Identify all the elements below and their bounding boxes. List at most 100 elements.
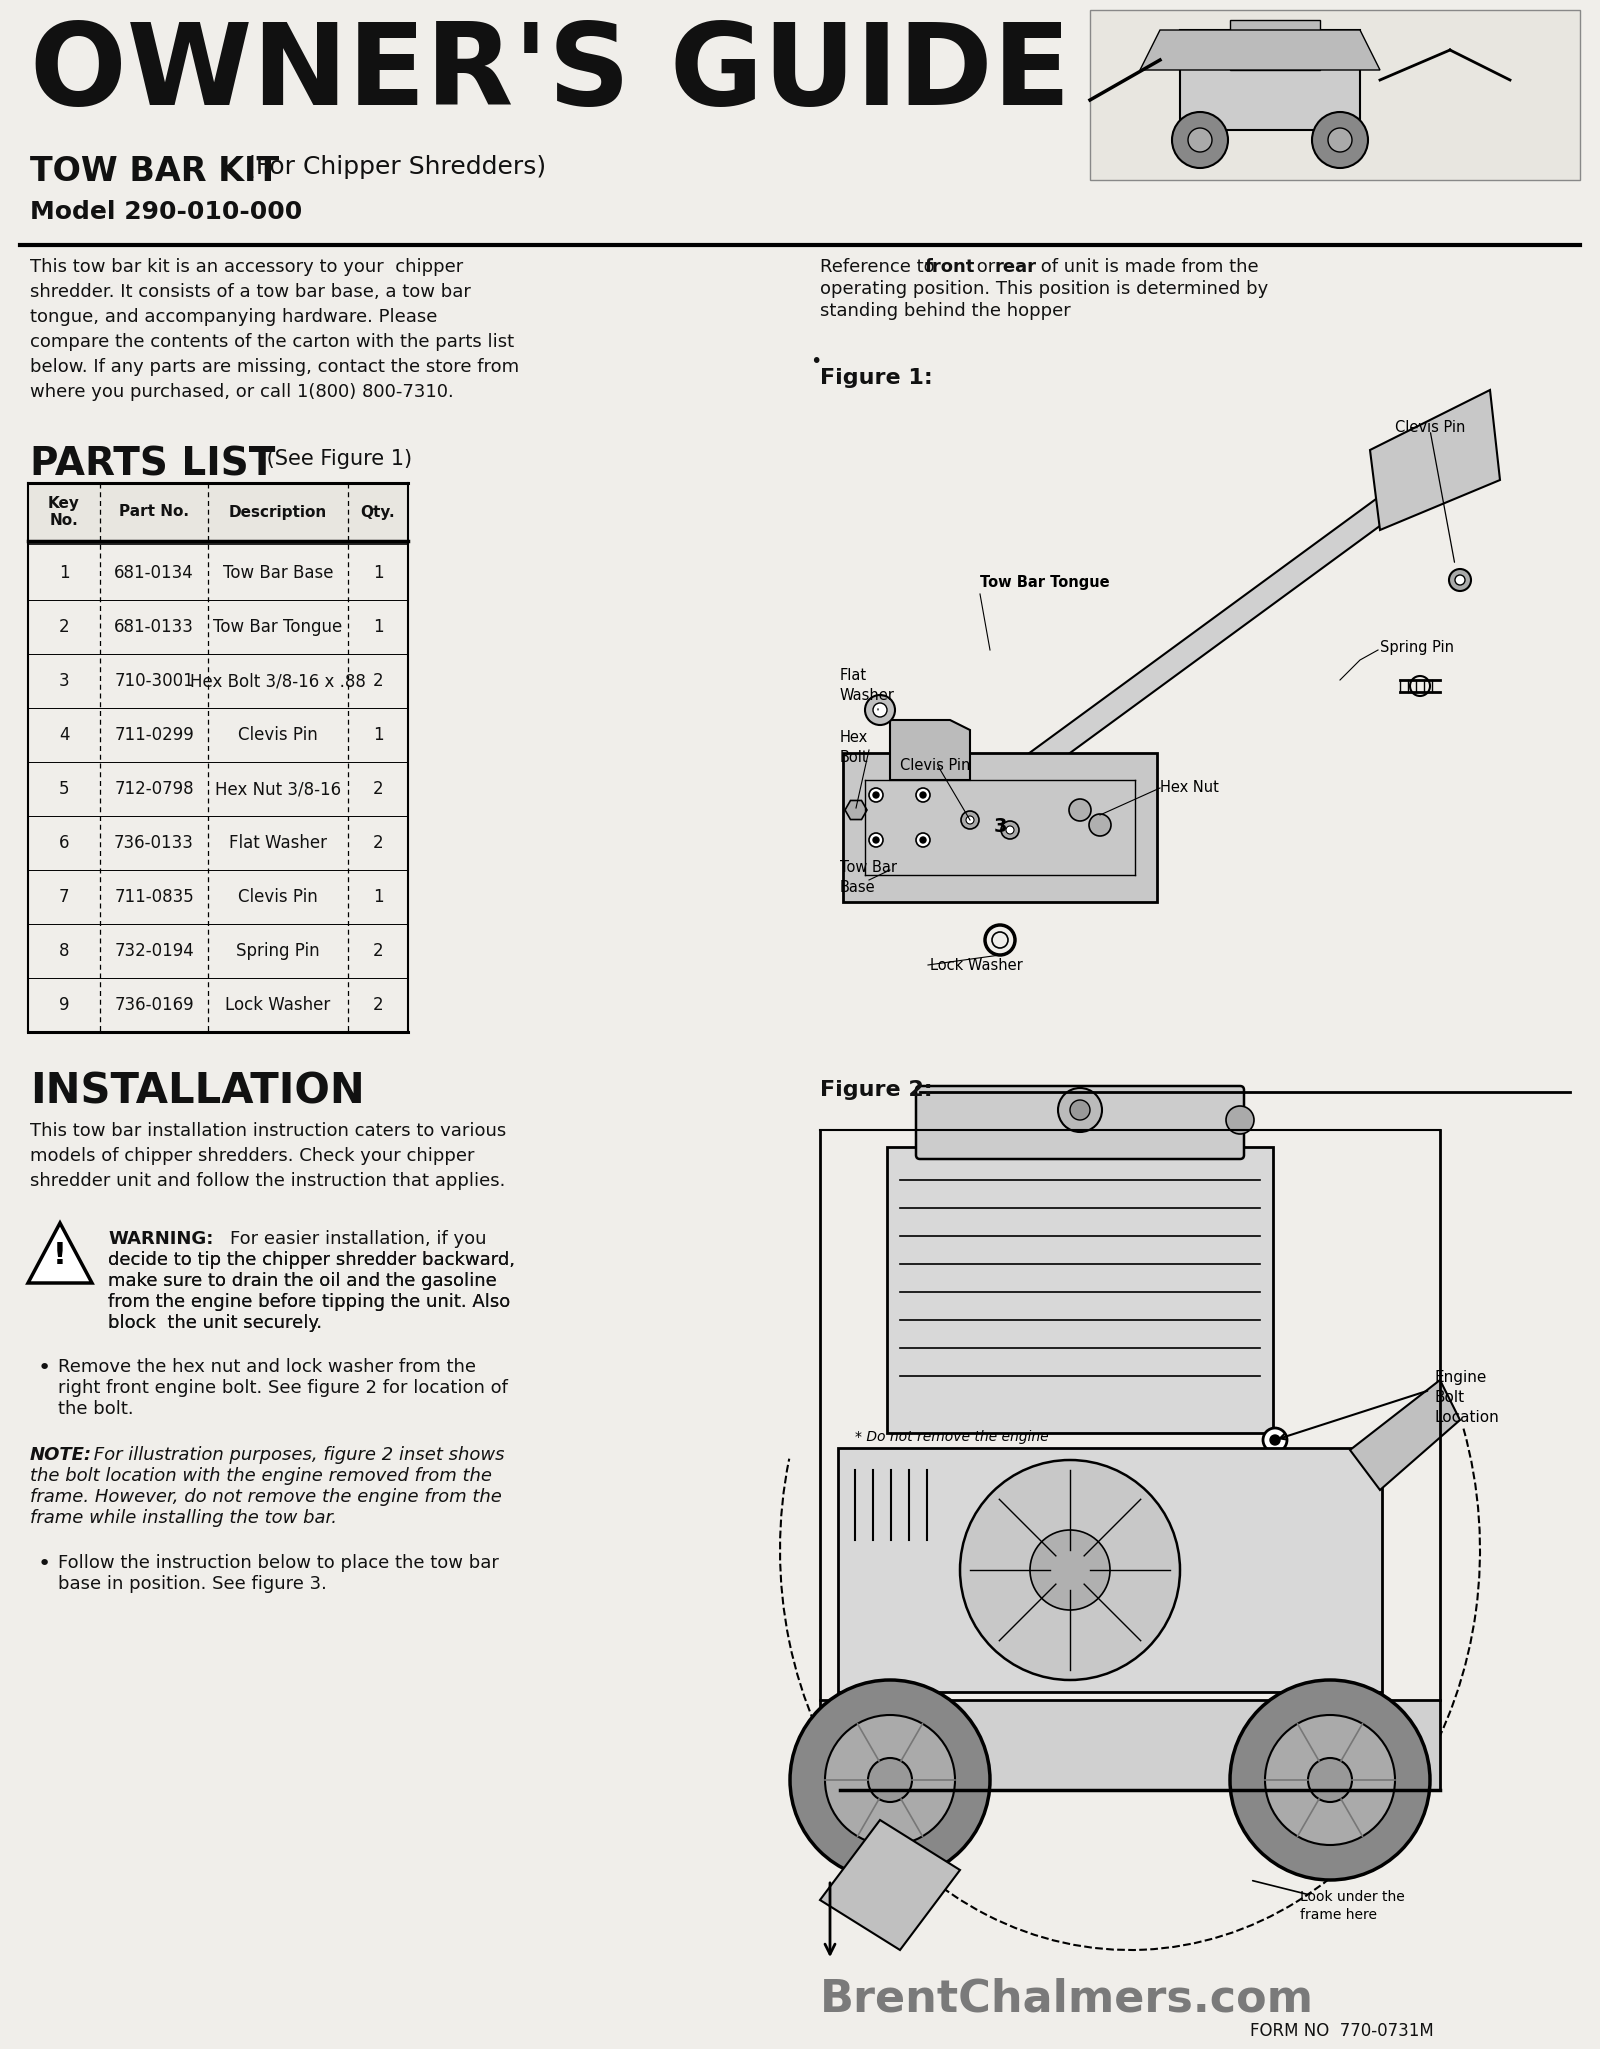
Text: base in position. See figure 3.: base in position. See figure 3.: [58, 1576, 326, 1592]
Text: decide to tip the chipper shredder backward,: decide to tip the chipper shredder backw…: [109, 1252, 515, 1268]
Text: 5: 5: [59, 781, 69, 797]
Circle shape: [1328, 127, 1352, 152]
Text: (See Figure 1): (See Figure 1): [259, 449, 413, 469]
Text: !: !: [53, 1240, 67, 1270]
Text: PARTS LIST: PARTS LIST: [30, 445, 275, 484]
Text: Description: Description: [229, 504, 326, 520]
FancyBboxPatch shape: [838, 1449, 1382, 1692]
Text: Flat Washer: Flat Washer: [229, 834, 326, 852]
Circle shape: [1090, 813, 1110, 836]
Text: Reference to: Reference to: [819, 258, 941, 277]
Circle shape: [826, 1715, 955, 1844]
Circle shape: [1230, 1680, 1430, 1881]
Text: (For Chipper Shredders): (For Chipper Shredders): [230, 156, 546, 178]
Text: Tow Bar: Tow Bar: [840, 861, 898, 875]
Circle shape: [1006, 826, 1014, 834]
Text: Spring Pin: Spring Pin: [1379, 639, 1454, 656]
Text: Clevis Pin: Clevis Pin: [899, 758, 970, 772]
Text: Tow Bar Tongue: Tow Bar Tongue: [979, 576, 1110, 590]
Text: 1: 1: [373, 887, 384, 906]
Text: * Do not remove the engine: * Do not remove the engine: [854, 1430, 1048, 1445]
Text: Base: Base: [840, 879, 875, 895]
Text: This tow bar installation instruction caters to various
models of chipper shredd: This tow bar installation instruction ca…: [30, 1123, 506, 1190]
Text: 710-3001: 710-3001: [114, 672, 194, 691]
Circle shape: [874, 703, 886, 717]
Text: block  the unit securely.: block the unit securely.: [109, 1313, 322, 1332]
Text: Clevis Pin: Clevis Pin: [238, 887, 318, 906]
Text: •: •: [38, 1358, 51, 1379]
Circle shape: [1266, 1715, 1395, 1844]
Text: make sure to drain the oil and the gasoline: make sure to drain the oil and the gasol…: [109, 1272, 496, 1291]
Text: operating position. This position is determined by: operating position. This position is det…: [819, 281, 1269, 297]
Text: front: front: [925, 258, 976, 277]
Circle shape: [1270, 1434, 1280, 1445]
Text: Washer: Washer: [840, 688, 894, 703]
Text: Qty.: Qty.: [360, 504, 395, 520]
Text: block  the unit securely.: block the unit securely.: [109, 1313, 322, 1332]
Text: 3: 3: [59, 672, 69, 691]
Circle shape: [1030, 1531, 1110, 1611]
Text: 2: 2: [373, 996, 384, 1014]
Text: 1: 1: [373, 563, 384, 582]
Text: INSTALLATION: INSTALLATION: [30, 1070, 365, 1113]
Text: Figure 2:: Figure 2:: [819, 1080, 933, 1100]
Text: For easier installation, if you: For easier installation, if you: [230, 1229, 486, 1248]
Text: 6: 6: [59, 834, 69, 852]
Bar: [1230, 20, 1320, 70]
Text: Engine: Engine: [1435, 1371, 1488, 1385]
FancyBboxPatch shape: [843, 752, 1157, 902]
Circle shape: [1450, 570, 1470, 590]
Text: 736-0133: 736-0133: [114, 834, 194, 852]
Circle shape: [1070, 1100, 1090, 1121]
Text: Tow Bar Base: Tow Bar Base: [222, 563, 333, 582]
Text: of unit is made from the: of unit is made from the: [1035, 258, 1259, 277]
Circle shape: [1309, 1758, 1352, 1801]
Text: Lock Washer: Lock Washer: [226, 996, 331, 1014]
Text: Remove the hex nut and lock washer from the: Remove the hex nut and lock washer from …: [58, 1358, 477, 1377]
Text: Key
No.: Key No.: [48, 496, 80, 529]
Text: Hex Nut: Hex Nut: [1160, 781, 1219, 795]
Circle shape: [1058, 1088, 1102, 1131]
Circle shape: [920, 793, 926, 797]
Text: 711-0835: 711-0835: [114, 887, 194, 906]
Text: 711-0299: 711-0299: [114, 725, 194, 744]
Text: Part No.: Part No.: [118, 504, 189, 520]
Polygon shape: [1139, 31, 1379, 70]
Polygon shape: [845, 801, 867, 820]
Circle shape: [1454, 576, 1466, 586]
Text: BrentChalmers.com: BrentChalmers.com: [819, 1977, 1314, 2020]
Circle shape: [920, 836, 926, 842]
Text: Bolt: Bolt: [840, 750, 869, 764]
Text: 736-0169: 736-0169: [114, 996, 194, 1014]
Text: WARNING:: WARNING:: [109, 1229, 213, 1248]
Text: This tow bar kit is an accessory to your  chipper
shredder. It consists of a tow: This tow bar kit is an accessory to your…: [30, 258, 518, 402]
Text: Bolt: Bolt: [1435, 1389, 1466, 1406]
Circle shape: [1002, 822, 1019, 838]
Text: 1: 1: [59, 563, 69, 582]
Text: 9: 9: [59, 996, 69, 1014]
Text: 732-0194: 732-0194: [114, 943, 194, 961]
Circle shape: [962, 811, 979, 830]
Polygon shape: [883, 434, 1477, 879]
FancyBboxPatch shape: [886, 1147, 1274, 1432]
Text: 2: 2: [373, 781, 384, 797]
Text: •: •: [810, 352, 821, 371]
Circle shape: [867, 1758, 912, 1801]
Text: or: or: [971, 258, 1002, 277]
Text: from the engine before tipping the unit. Also: from the engine before tipping the unit.…: [109, 1293, 510, 1311]
Text: 681-0134: 681-0134: [114, 563, 194, 582]
Text: 1: 1: [373, 725, 384, 744]
Circle shape: [1226, 1106, 1254, 1133]
Text: 1: 1: [373, 619, 384, 635]
Text: right front engine bolt. See figure 2 for location of: right front engine bolt. See figure 2 fo…: [58, 1379, 507, 1397]
Text: Model 290-010-000: Model 290-010-000: [30, 201, 302, 223]
Bar: [29, 484, 408, 541]
Circle shape: [869, 789, 883, 801]
Text: Lock Washer: Lock Washer: [930, 959, 1022, 973]
Text: Spring Pin: Spring Pin: [237, 943, 320, 961]
Polygon shape: [890, 719, 970, 781]
Circle shape: [915, 789, 930, 801]
Text: Clevis Pin: Clevis Pin: [1395, 420, 1466, 434]
Text: Follow the instruction below to place the tow bar: Follow the instruction below to place th…: [58, 1553, 499, 1572]
Text: make sure to drain the oil and the gasoline: make sure to drain the oil and the gasol…: [109, 1272, 496, 1291]
